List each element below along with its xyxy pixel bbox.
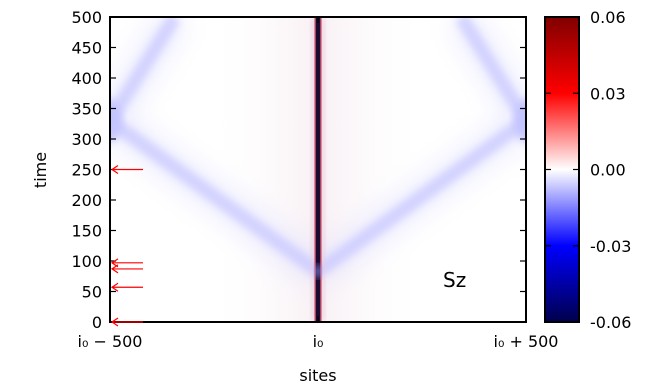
colorbar-tick-label: 0.00 (590, 161, 626, 180)
time-arrows (110, 165, 143, 327)
colorbar-tick-label: -0.06 (590, 313, 631, 332)
left-reflection (110, 98, 122, 143)
y-tick-label: 400 (71, 69, 102, 88)
x-axis-label: sites (299, 366, 336, 385)
x-tick-label: i₀ (313, 332, 324, 351)
central-line (316, 17, 320, 322)
time-arrow (110, 282, 143, 292)
x-tick-label: i₀ − 500 (78, 332, 143, 351)
time-arrow (110, 317, 143, 327)
y-tick-label: 450 (71, 39, 102, 58)
y-tick-label: 300 (71, 130, 102, 149)
colorbar-tick-label: 0.06 (590, 8, 626, 27)
sz-annotation: Sz (443, 268, 466, 292)
x-axis: i₀ − 500 i₀ i₀ + 500 (78, 17, 559, 351)
right-reflection (514, 98, 526, 143)
y-tick-label: 250 (71, 161, 102, 180)
colorbar-axis: 0.06 0.03 0.00 -0.03 -0.06 (545, 8, 631, 332)
heatmap (110, 17, 526, 322)
y-tick-label: 100 (71, 252, 102, 271)
time-arrow (110, 264, 143, 274)
y-axis-label: time (31, 152, 50, 188)
y-tick-label: 500 (71, 8, 102, 27)
colorbar-tick-label: -0.03 (590, 237, 631, 256)
light-cone (110, 17, 526, 278)
y-tick-label: 50 (82, 283, 102, 302)
time-arrow (110, 165, 143, 174)
y-tick-label: 150 (71, 222, 102, 241)
central-line-gap (314, 265, 322, 278)
y-tick-label: 350 (71, 100, 102, 119)
y-tick-label: 200 (71, 191, 102, 210)
time-arrow (110, 258, 143, 268)
x-tick-label: i₀ + 500 (494, 332, 559, 351)
y-tick-label: 0 (92, 313, 102, 332)
colorbar-tick-label: 0.03 (590, 84, 626, 103)
